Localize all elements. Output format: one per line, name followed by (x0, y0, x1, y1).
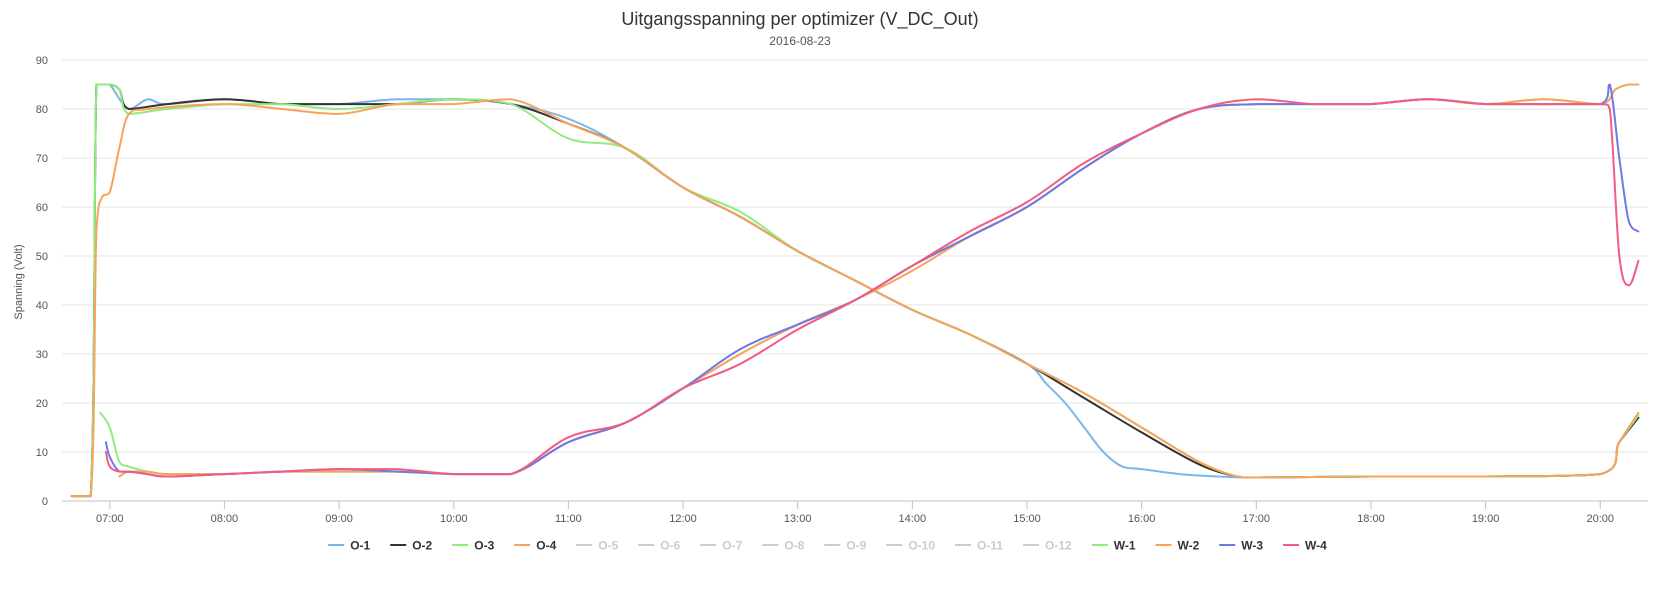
series-line-o-2 (70, 83, 1640, 498)
legend-label: O-6 (660, 539, 680, 553)
x-tick-label: 11:00 (555, 513, 582, 525)
x-tick-label: 20:00 (1586, 513, 1614, 525)
legend-label: W-3 (1241, 539, 1263, 553)
legend-label: O-12 (1045, 539, 1072, 553)
legend-item-w-4[interactable]: W-4 (1283, 539, 1327, 553)
legend-label: W-2 (1178, 539, 1200, 553)
grid (62, 59, 1648, 502)
legend-item-o-11[interactable]: O-11 (955, 539, 1003, 553)
legend-item-o-9[interactable]: O-9 (824, 539, 867, 553)
legend-label: W-1 (1114, 539, 1136, 553)
x-tick-label: 12:00 (669, 513, 697, 525)
axes: 0 10 20 30 40 50 60 70 80 90 07:00 08:00 09:00 10:00 1… (36, 55, 1614, 525)
chart-subtitle: 2016-08-23 (769, 34, 831, 48)
legend-label: O-8 (784, 539, 804, 553)
legend-item-o-5[interactable]: O-5 (576, 539, 619, 553)
legend-item-o-4[interactable]: O-4 (514, 539, 557, 553)
x-tick-label: 07:00 (96, 513, 124, 525)
legend-item-o-8[interactable]: O-8 (762, 539, 805, 553)
y-tick-label: 30 (36, 349, 48, 361)
x-tick-label: 10:00 (440, 513, 468, 525)
chart-title: Uitgangsspanning per optimizer (V_DC_Out… (621, 9, 978, 30)
x-tick-label: 19:00 (1472, 513, 1500, 525)
series-line-w-4 (104, 98, 1640, 478)
series-line-o-4 (70, 98, 1640, 498)
series-line-w-1 (99, 83, 1640, 476)
series-line-o-1 (70, 83, 1640, 498)
legend-label: O-1 (350, 539, 370, 553)
series-group (70, 83, 1640, 498)
legend-item-w-3[interactable]: W-3 (1219, 539, 1263, 553)
x-tick-label: 15:00 (1013, 513, 1041, 525)
y-tick-label: 10 (36, 447, 48, 459)
legend-item-o-3[interactable]: O-3 (452, 539, 495, 553)
y-tick-label: 0 (42, 496, 48, 508)
x-tick-label: 16:00 (1128, 513, 1156, 525)
y-tick-label: 80 (36, 104, 48, 116)
legend-item-o-10[interactable]: O-10 (886, 539, 935, 553)
legend-label: O-10 (908, 539, 935, 553)
y-tick-label: 50 (36, 251, 48, 263)
legend-label: O-5 (598, 539, 618, 553)
y-tick-label: 20 (36, 398, 48, 410)
series-line-w-2 (118, 83, 1640, 478)
legend-item-w-1[interactable]: W-1 (1091, 539, 1136, 553)
x-tick-label: 13:00 (784, 513, 812, 525)
legend-label: W-4 (1305, 539, 1327, 553)
legend-item-o-6[interactable]: O-6 (638, 539, 681, 553)
legend-label: O-4 (536, 539, 556, 553)
legend-label: O-9 (846, 539, 866, 553)
series-line-o-3 (70, 83, 1640, 498)
y-tick-label: 40 (36, 300, 48, 312)
legend-label: O-2 (412, 539, 432, 553)
legend-item-o-12[interactable]: O-12 (1023, 539, 1072, 553)
legend-item-w-2[interactable]: W-2 (1155, 539, 1200, 553)
y-tick-label: 70 (36, 153, 48, 165)
y-tick-label: 60 (36, 202, 48, 214)
legend-label: O-3 (474, 539, 494, 553)
y-tick-label: 90 (36, 55, 48, 67)
legend-label: O-7 (722, 539, 742, 553)
x-tick-label: 14:00 (899, 513, 927, 525)
x-tick-label: 18:00 (1357, 513, 1385, 525)
legend-item-o-1[interactable]: O-1 (328, 539, 371, 553)
x-tick-label: 08:00 (211, 513, 239, 525)
legend: O-1 O-2 O-3 O-4 O-5 O-6 O-7 O-8 O-9 O-10 O-11 O-12 W… (328, 539, 1327, 553)
series-line-w-3 (104, 83, 1640, 478)
legend-label: O-11 (977, 539, 1003, 553)
legend-item-o-2[interactable]: O-2 (390, 539, 433, 553)
legend-item-o-7[interactable]: O-7 (700, 539, 743, 553)
x-tick-label: 09:00 (325, 513, 353, 525)
y-axis-label: Spanning (Volt) (13, 244, 25, 319)
x-tick-label: 17:00 (1243, 513, 1271, 525)
